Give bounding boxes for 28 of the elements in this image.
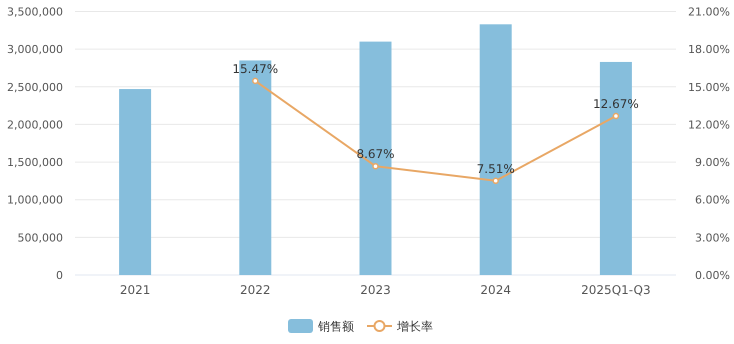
point [372,162,379,170]
y-tick-label: 2,500,000 [7,80,63,94]
y-tick-label: 1,500,000 [7,156,63,170]
y-tick-label: 3,500,000 [7,6,63,18]
x-tick-label: 2023 [360,283,391,297]
y-tick-label: 0 [56,269,63,282]
point [612,112,620,120]
point [492,178,499,184]
legend-label: 销售额 [317,320,354,334]
y2-tick-label: 0.00% [695,269,730,282]
y2-tick-label: 12.00% [688,118,730,132]
x-tick-label: 2024 [480,283,511,297]
y-tick-label: 3,000,000 [7,43,63,56]
y2-tick-label: 15.00% [688,80,730,94]
y-tick-label: 1,000,000 [7,194,63,207]
y2-tick-label: 9.00% [695,156,730,170]
legend-label: 增长率 [396,320,433,334]
y-tick-label: 500,000 [18,231,63,244]
y2-tick-label: 6.00% [695,194,730,207]
x-tick-label: 2022 [240,283,271,297]
bar [119,89,152,275]
x-tick-label: 2025Q1-Q3 [581,283,651,297]
x-tick-label: 2021 [120,283,150,297]
y2-tick-label: 18.00% [688,43,730,56]
y-tick-label: 2,000,000 [7,118,63,132]
point [252,78,259,84]
y2-tick-label: 21.00% [688,6,730,18]
y2-tick-label: 3.00% [695,231,730,244]
